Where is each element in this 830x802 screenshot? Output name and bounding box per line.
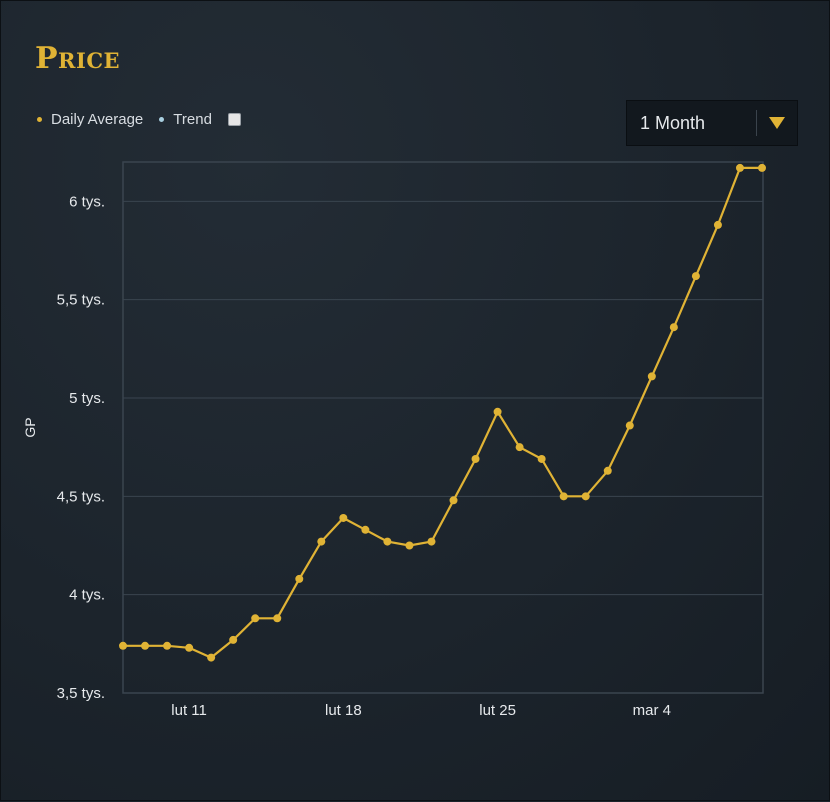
y-tick-label: 5 tys. <box>69 390 105 407</box>
daily-average-point <box>581 492 590 501</box>
trend-checkbox[interactable] <box>227 113 241 126</box>
daily-average-point <box>185 643 194 652</box>
daily-average-point <box>273 614 282 623</box>
trend-dot-icon <box>159 117 165 122</box>
daily-average-point <box>515 443 524 452</box>
legend-label-trend: Trend <box>173 111 212 128</box>
daily-average-point <box>449 496 458 505</box>
y-tick-label: 4,5 tys. <box>57 488 105 505</box>
daily-average-point <box>625 421 634 430</box>
legend-label-daily-average: Daily Average <box>51 111 144 128</box>
daily-average-point <box>339 513 348 522</box>
x-tick-label: mar 4 <box>633 702 671 719</box>
x-tick-label: lut 18 <box>325 702 362 719</box>
chart-title: Price <box>35 41 121 76</box>
daily-average-point <box>251 614 260 623</box>
legend-item-daily-average[interactable]: Daily Average <box>37 111 143 128</box>
daily-average-point <box>758 163 766 172</box>
daily-average-point <box>383 537 392 546</box>
daily-average-point <box>669 323 678 332</box>
plot-frame <box>122 161 764 694</box>
daily-average-point <box>295 574 304 583</box>
daily-average-line <box>123 166 762 659</box>
chart-legend: Daily Average Trend <box>37 111 241 128</box>
daily-average-point <box>647 372 656 381</box>
daily-average-point <box>471 454 480 463</box>
daily-average-point <box>317 537 326 546</box>
daily-average-point <box>559 492 568 501</box>
x-tick-label: lut 25 <box>479 702 516 719</box>
x-tick-label: lut 11 <box>171 702 207 719</box>
y-tick-label: 3,5 tys. <box>57 685 105 702</box>
daily-average-point <box>361 525 370 534</box>
daily-average-point <box>207 653 216 662</box>
y-axis-label: GP <box>22 417 38 437</box>
daily-average-dot-icon <box>37 117 42 122</box>
dropdown-divider <box>756 110 757 136</box>
range-dropdown-value: 1 Month <box>640 112 706 133</box>
daily-average-point <box>493 407 502 416</box>
daily-average-point <box>427 537 436 546</box>
legend-item-trend[interactable]: Trend <box>159 111 212 128</box>
y-tick-label: 4 tys. <box>69 587 105 604</box>
daily-average-point <box>537 454 546 463</box>
range-dropdown[interactable]: 1 Month <box>626 100 798 146</box>
chevron-down-icon[interactable] <box>757 116 797 130</box>
daily-average-point <box>119 641 127 650</box>
daily-average-point <box>141 641 150 650</box>
y-tick-label: 5,5 tys. <box>57 292 105 309</box>
daily-average-point <box>229 635 238 644</box>
daily-average-point <box>735 163 744 172</box>
daily-average-point <box>691 272 700 281</box>
daily-average-point <box>713 220 722 229</box>
daily-average-point <box>603 466 612 475</box>
daily-average-point <box>163 641 172 650</box>
daily-average-point <box>405 541 414 550</box>
y-tick-label: 6 tys. <box>69 193 105 210</box>
